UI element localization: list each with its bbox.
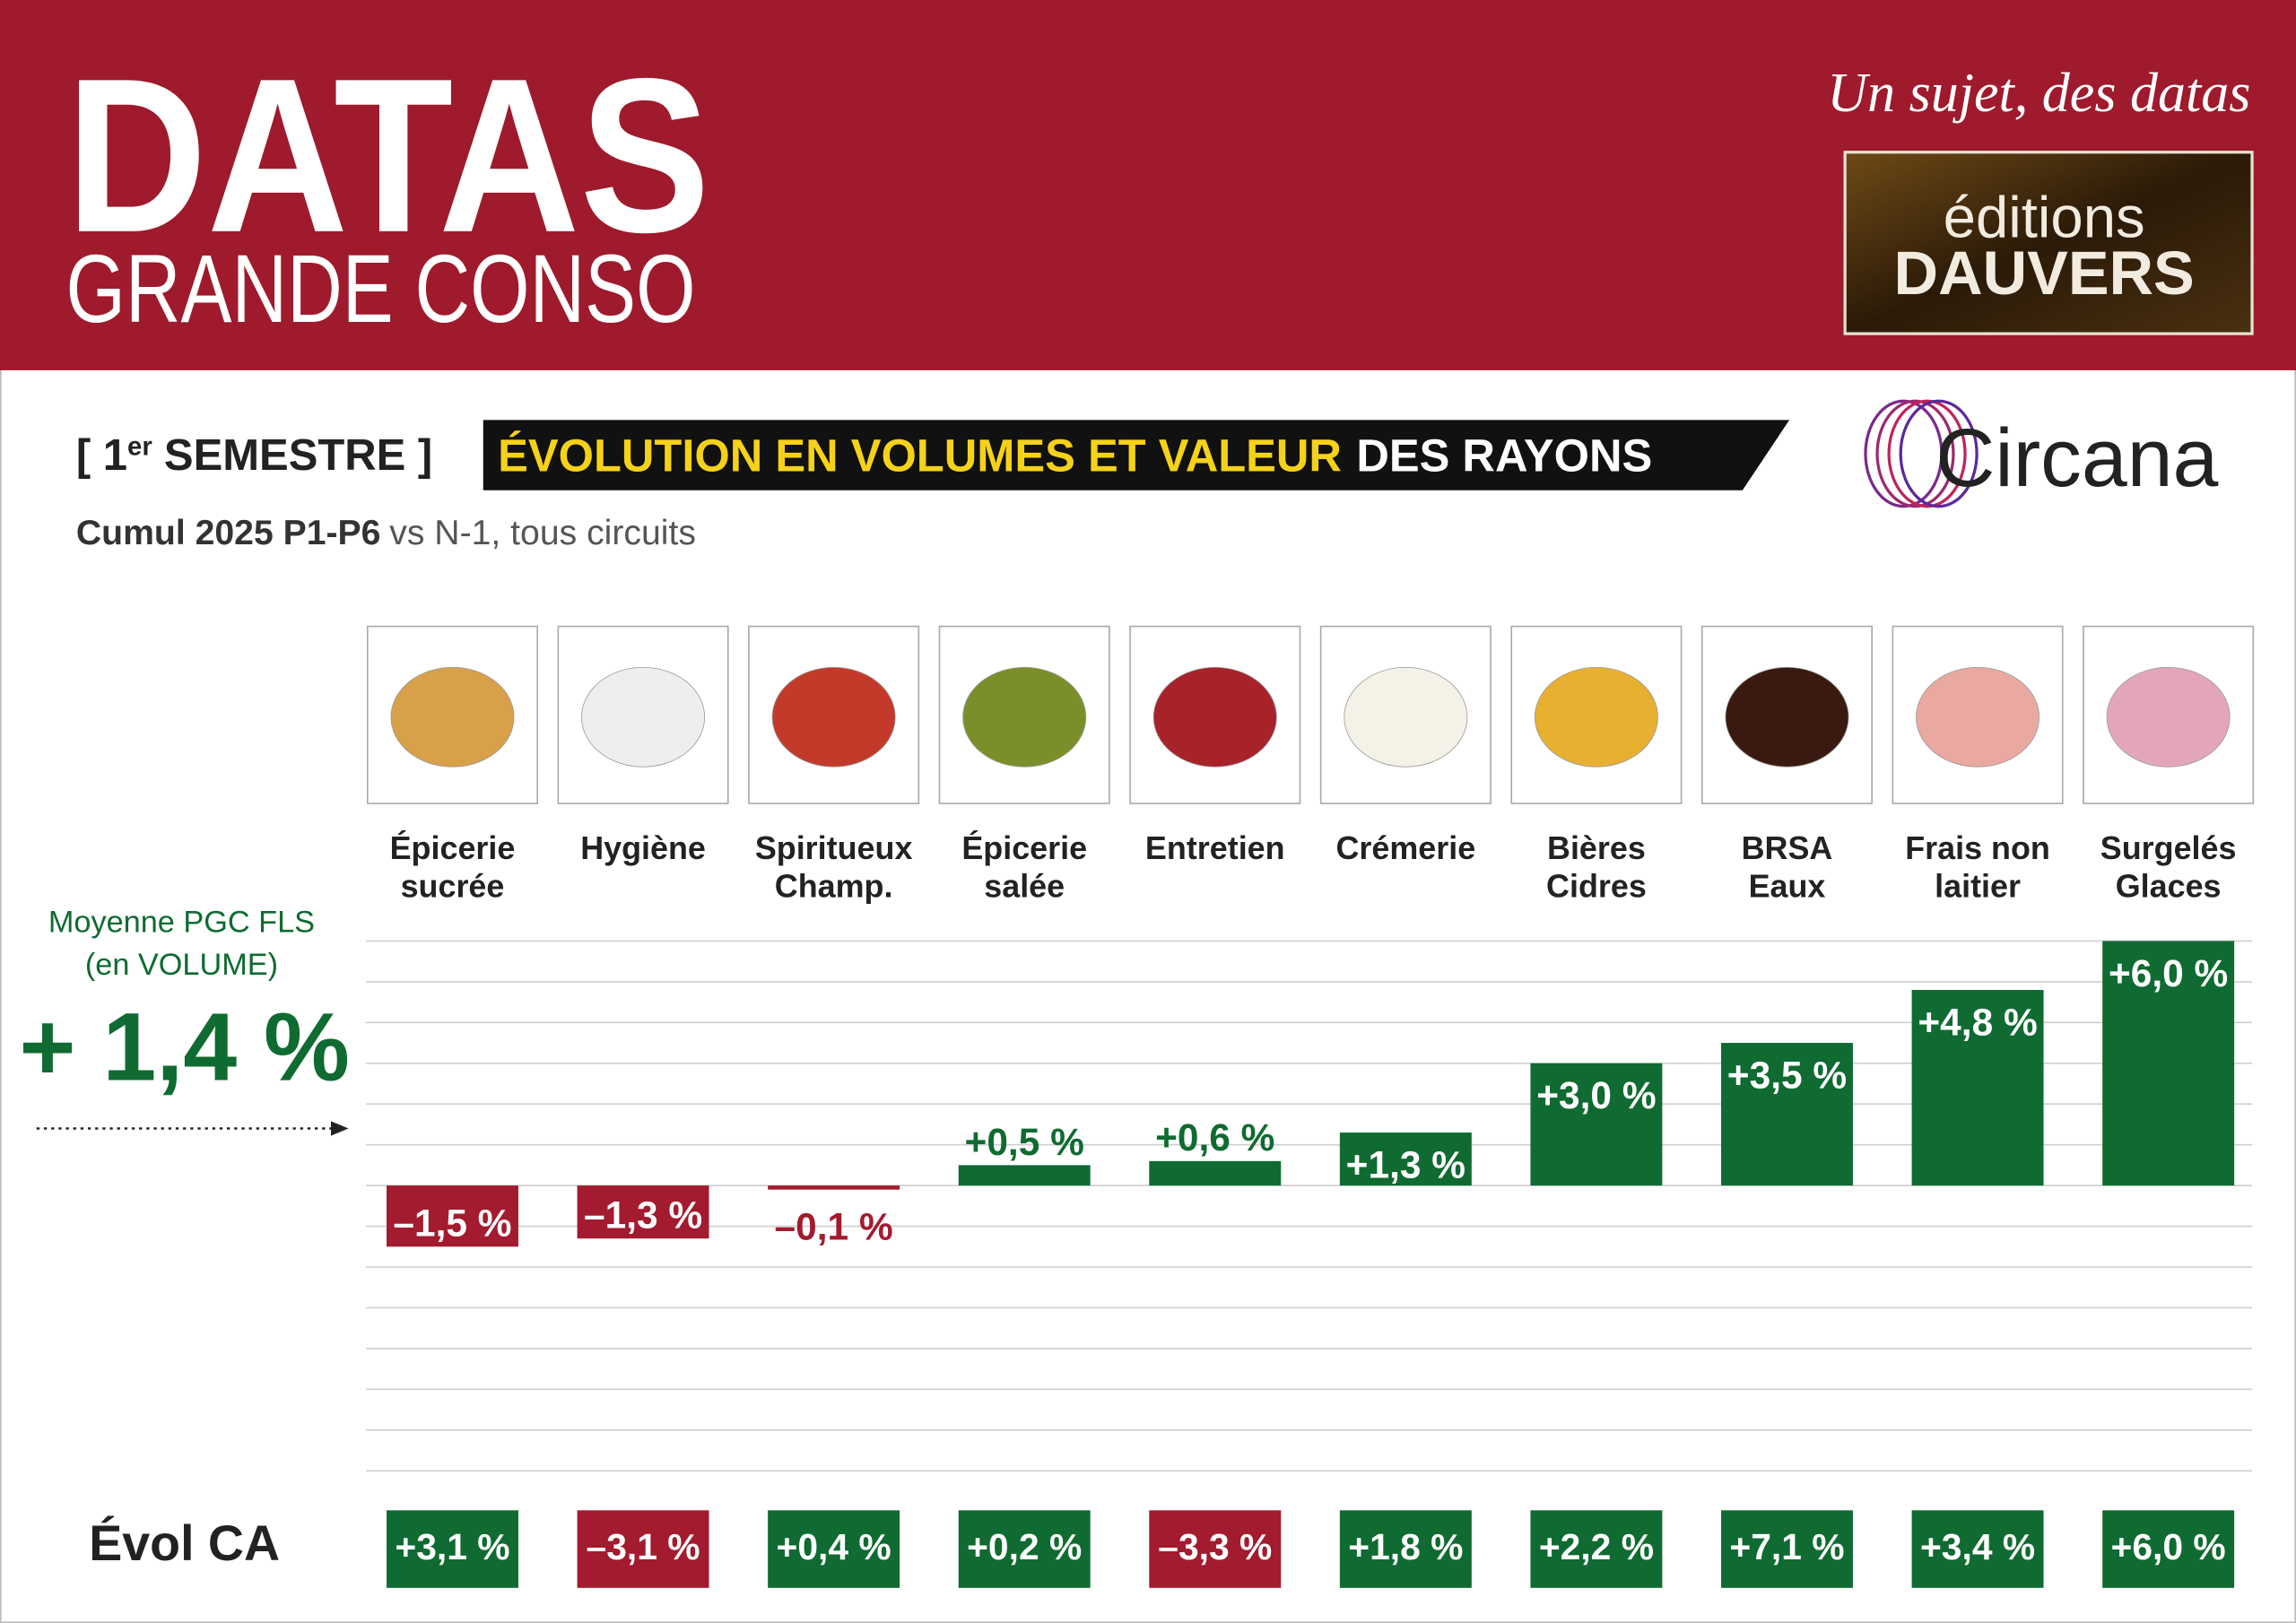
scope-bold: Cumul 2025 P1-P6 [76,514,381,552]
category-label: Crémerie [1335,829,1475,866]
category-image [1344,666,1468,768]
bar [768,1185,900,1190]
source-logo [1864,399,1979,508]
average-label: (en VOLUME) [85,948,278,982]
bar [387,1185,518,1247]
category-label: Eaux [1749,867,1826,904]
revenue-label: +7,1 % [1729,1526,1844,1567]
header-subtitle: GRANDE CONSO [65,234,695,343]
revenue-label: +0,2 % [967,1526,1082,1567]
category-label: Épicerie [390,829,516,866]
category-label: Bières [1547,829,1646,866]
tagline: Un sujet, des datas [1827,63,2250,124]
revenue-box [2102,1510,2235,1588]
revenue-label: +0,4 % [777,1526,891,1567]
publisher-bottom: DAUVERS [1894,239,2195,308]
category-label: laitier [1935,867,2021,904]
bar [2102,941,2235,1186]
category-label: salée [984,867,1065,904]
bar [1530,1063,1663,1186]
revenue-box [1911,1510,2044,1588]
category-image [581,666,706,768]
period-start: [ 1 [76,431,127,480]
header-title: DATAS [65,32,709,278]
value-label: –0,1 % [775,1205,893,1247]
source: Circana [1935,412,2218,504]
category-image [1152,666,1277,768]
category-label: Épicerie [961,829,1087,866]
category-label: Cidres [1546,867,1647,904]
revenue-box [387,1510,518,1588]
value-label: –1,5 % [393,1202,511,1245]
revenue-label: +6,0 % [2111,1526,2226,1567]
bar [1149,1160,1282,1186]
value-label: –1,3 % [584,1194,702,1237]
category-label: Glaces [2116,867,2222,904]
revenue-label: +2,2 % [1539,1526,1654,1567]
category-label: Hygiène [580,829,706,866]
bar [1911,989,2044,1186]
value-label: +6,0 % [2109,952,2228,994]
average-label: Moyenne PGC FLS [48,906,315,940]
category-label: Champ. [775,867,893,904]
title-highlight: ÉVOLUTION EN VOLUMES ET VALEUR [498,430,1342,482]
value-label: +4,8 % [1918,1001,2037,1043]
title-band [483,420,1790,490]
section-title: ÉVOLUTION EN VOLUMES ET VALEUR DES RAYONS [498,430,1652,482]
value-label: +0,6 % [1155,1116,1274,1159]
revenue-box [1339,1510,1472,1588]
revenue-box [1530,1510,1663,1588]
bar [577,1185,709,1239]
category-image [1916,666,2040,768]
category-label: Frais non [1905,829,2050,866]
revenue-box [768,1510,900,1588]
category-label: Entretien [1145,829,1285,866]
scope-rest: vs N-1, tous circuits [389,514,696,552]
bar [958,1165,1091,1186]
category-image [771,666,896,768]
category-label: Surgelés [2100,829,2237,866]
publisher-box [1843,151,2254,335]
period: [ 1er SEMESTRE ] [76,431,432,480]
bar [1721,1043,1853,1186]
category-image [962,666,1087,768]
value-label: +3,5 % [1727,1054,1847,1096]
revenue-box [958,1510,1091,1588]
value-label: +3,0 % [1536,1074,1656,1116]
revenue-title: Évol CA [89,1515,280,1571]
category-image [1534,666,1658,768]
category-label: sucrée [401,867,505,904]
period-end: SEMESTRE ] [164,431,432,480]
category-image [2106,666,2231,768]
title-rest: DES RAYONS [1356,430,1652,482]
revenue-label: +3,1 % [395,1526,509,1567]
revenue-label: +1,8 % [1348,1526,1463,1567]
category-image [390,666,515,768]
revenue-box [1149,1510,1282,1588]
revenue-label: +3,4 % [1920,1526,2035,1567]
revenue-label: –3,1 % [587,1526,700,1567]
value-label: +0,5 % [965,1121,1084,1163]
bar [1339,1133,1472,1186]
revenue-box [1721,1510,1853,1588]
category-label: BRSA [1742,829,1833,866]
period-sup: er [127,432,152,462]
average-arrow [330,1121,349,1136]
category-image [1725,666,1849,768]
revenue-label: –3,3 % [1158,1526,1272,1567]
value-label: +1,3 % [1346,1143,1465,1185]
scope: Cumul 2025 P1-P6 vs N-1, tous circuits [76,514,696,552]
publisher-top: éditions [1944,184,2145,249]
revenue-box [577,1510,709,1588]
average-value: + 1,4 % [20,993,350,1101]
category-label: Spiritueux [755,829,913,866]
